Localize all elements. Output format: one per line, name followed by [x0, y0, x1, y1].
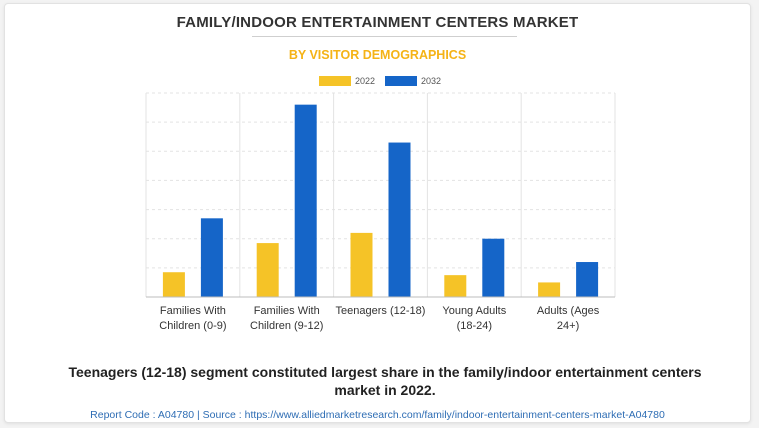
chart-subtitle: BY VISITOR DEMOGRAPHICS — [288, 48, 467, 62]
x-tick-label: Families With Children (9-12) — [250, 305, 323, 332]
x-tick-label: Adults (Ages 24+) — [537, 305, 600, 332]
chart-title: FAMILY/INDOOR ENTERTAINMENT CENTERS MARK… — [176, 14, 579, 31]
bar-2032-4 — [576, 262, 599, 297]
x-tick-label: Young Adults (18-24) — [442, 305, 506, 332]
legend-swatch-2032 — [385, 76, 418, 86]
bar-2022-0 — [162, 272, 185, 297]
bar-2032-3 — [482, 238, 505, 297]
chart-legend: 2022 2032 — [319, 74, 451, 88]
x-tick-label: Teenagers (12-18) — [336, 305, 426, 317]
legend-item-2032: 2032 — [385, 76, 441, 86]
bar-2032-0 — [200, 218, 223, 297]
legend-swatch-2022 — [319, 76, 351, 86]
chart-card: FAMILY/INDOOR ENTERTAINMENT CENTERS MARK… — [4, 3, 751, 423]
x-tick-label: Families With Children (0-9) — [159, 305, 226, 332]
legend-label-2032: 2032 — [421, 76, 442, 86]
bar-2022-3 — [444, 275, 467, 297]
legend-item-2022: 2022 — [319, 76, 375, 86]
bar-2032-1 — [294, 104, 317, 298]
legend-label-2022: 2022 — [355, 76, 376, 86]
title-divider — [252, 36, 517, 37]
bar-2022-4 — [538, 282, 561, 297]
report-source-footer[interactable]: Report Code : A04780 | Source : https://… — [90, 409, 665, 421]
bar-2032-2 — [388, 142, 411, 297]
bar-2022-2 — [350, 232, 373, 297]
bar-chart-plot: Families With Children (0-9) Families With… — [145, 92, 616, 332]
chart-caption: Teenagers (12-18) segment constituted la… — [68, 364, 702, 398]
bar-2022-1 — [256, 243, 279, 297]
